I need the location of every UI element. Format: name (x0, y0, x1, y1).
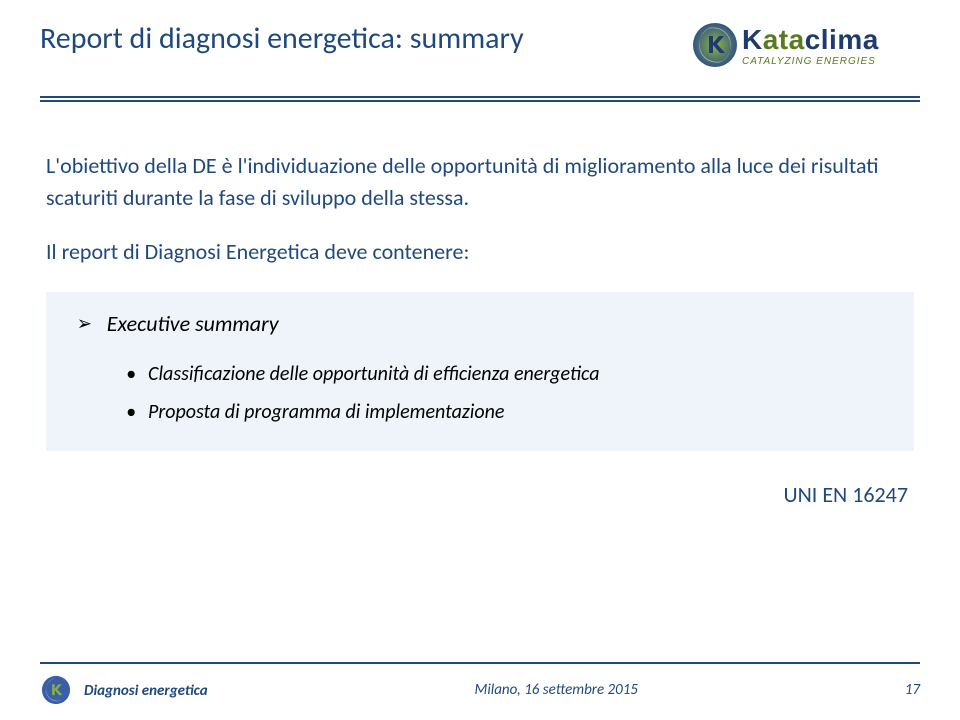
executive-sublist: Classificazione delle opportunità di eff… (126, 355, 886, 431)
footer-label: Diagnosi energetica (84, 682, 208, 700)
footer: Diagnosi energetica Milano, 16 settembre… (0, 662, 960, 720)
logo-tagline: CATALYZING ENERGIES (742, 56, 879, 67)
body-para-1: L'obiettivo della DE è l'individuazione … (46, 150, 914, 214)
chevron-right-icon: ➢ (77, 311, 92, 336)
header: Report di diagnosi energetica: summary K… (40, 20, 920, 80)
header-double-rule (40, 96, 920, 102)
logo-brand-seg3: c (805, 24, 821, 55)
logo-swirl-icon (690, 20, 740, 70)
footer-left: Diagnosi energetica (40, 674, 208, 706)
footer-center: Milano, 16 settembre 2015 (475, 681, 638, 699)
slide: Report di diagnosi energetica: summary K… (0, 0, 960, 720)
executive-item: Classificazione delle opportunità di eff… (126, 355, 886, 393)
body-text: L'obiettivo della DE è l'individuazione … (40, 150, 920, 268)
logo-brand-seg1: K (742, 24, 763, 55)
body-para-2: Il report di Diagnosi Energetica deve co… (46, 236, 914, 268)
executive-heading-text: Executive summary (107, 310, 279, 337)
footer-page-number: 17 (905, 681, 920, 699)
footer-swirl-icon (40, 674, 72, 706)
executive-item: Proposta di programma di implementazione (126, 393, 886, 431)
reference-standard: UNI EN 16247 (40, 481, 908, 508)
footer-row: Diagnosi energetica Milano, 16 settembre… (40, 674, 920, 706)
logo-brand: Kataclima (742, 26, 879, 54)
logo-text: Kataclima CATALYZING ENERGIES (742, 26, 879, 67)
page-title: Report di diagnosi energetica: summary (40, 20, 524, 57)
footer-rule (40, 662, 920, 664)
logo-brand-seg2: ata (763, 24, 805, 55)
executive-summary-box: ➢ Executive summary Classificazione dell… (46, 292, 914, 451)
logo-brand-seg4: lima (821, 24, 879, 55)
executive-heading: ➢ Executive summary (76, 310, 886, 337)
brand-logo: Kataclima CATALYZING ENERGIES (690, 20, 920, 80)
